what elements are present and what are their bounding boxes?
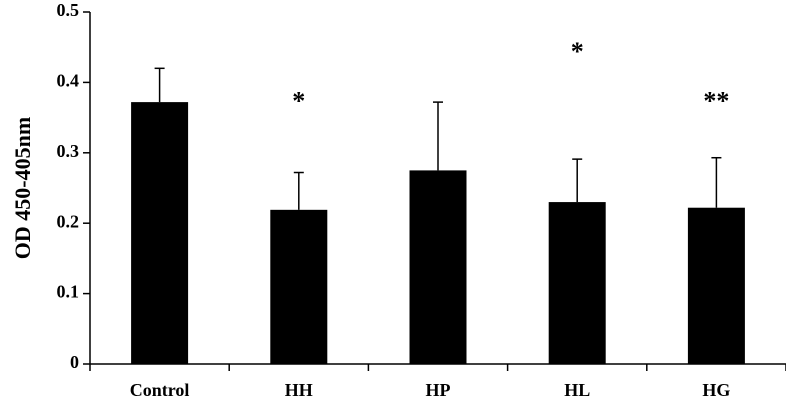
bar-hl <box>548 202 606 364</box>
x-axis-category-labels: Control HH HP HL HG <box>130 380 731 400</box>
x-category-label-control: Control <box>130 380 190 400</box>
y-tick-label: 0 <box>70 352 79 372</box>
y-tick-label: 0.2 <box>57 211 80 231</box>
significance-marker-hl: * <box>571 37 584 66</box>
y-axis-label: OD 450-405nm <box>10 117 35 259</box>
y-axis-ticks: 0 0.1 0.2 0.3 0.4 0.5 <box>57 0 90 372</box>
error-bars-group <box>154 67 722 210</box>
bar-hp <box>409 170 467 364</box>
significance-marker-hg: ** <box>703 86 729 115</box>
y-tick-label: 0.4 <box>57 71 80 91</box>
bar-hh <box>270 209 328 364</box>
x-category-label-hl: HL <box>564 380 590 400</box>
y-tick-label: 0.3 <box>57 141 80 161</box>
x-category-label-hg: HG <box>702 380 730 400</box>
significance-marker-hh: * <box>292 86 305 115</box>
bar-hg <box>687 207 745 364</box>
significance-annotations: **** <box>292 37 729 115</box>
bars-group <box>131 102 745 364</box>
x-axis-ticks <box>89 364 786 371</box>
y-tick-label: 0.1 <box>57 282 80 302</box>
bar-control <box>131 102 189 364</box>
y-tick-label: 0.5 <box>57 0 80 20</box>
x-category-label-hh: HH <box>285 380 313 400</box>
x-category-label-hp: HP <box>426 380 451 400</box>
